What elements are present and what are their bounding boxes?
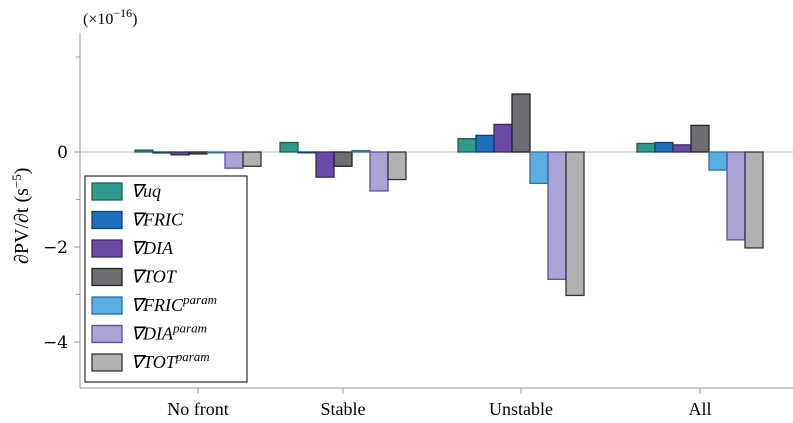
legend-swatch	[91, 239, 123, 258]
legend-label-base: ∇FRIC	[131, 295, 184, 315]
scale-label: (×10−16)	[83, 6, 137, 28]
bar-stable-series-2	[315, 151, 335, 178]
bar-no-front-series-6	[242, 151, 262, 167]
legend-label: ∇uq	[131, 181, 161, 201]
bar-all-series-6	[744, 151, 764, 249]
bar-no-front-series-1	[152, 151, 172, 154]
bar-no-front-series-0	[134, 149, 154, 153]
y-axis-title-close: )	[11, 168, 33, 175]
bar-all-series-2	[672, 144, 692, 153]
legend-label-superscript: param	[172, 321, 207, 336]
legend-swatch	[91, 296, 123, 315]
bar-stable-series-5	[369, 151, 389, 192]
category-label: Stable	[321, 399, 366, 419]
bar-unstable-series-3	[511, 93, 531, 153]
bar-all-series-1	[654, 141, 674, 153]
legend-label-base: ∇uq	[131, 181, 161, 201]
bar-no-front-series-5	[224, 151, 244, 169]
y-tick-label: −2	[43, 238, 68, 258]
y-axis-title-exponent: −5	[9, 174, 24, 188]
legend-label: ∇TOTparam	[131, 349, 210, 372]
bar-stable-series-0	[279, 141, 299, 153]
legend-label-base: ∇TOT	[131, 267, 178, 287]
bar-stable-series-1	[297, 151, 317, 154]
bar-no-front-series-2	[170, 151, 190, 156]
bar-stable-series-4	[351, 149, 371, 153]
y-axis-title: ∂PV/∂t (s−5)	[9, 168, 33, 264]
legend-swatch	[91, 210, 123, 230]
legend-label-superscript: param	[182, 292, 217, 307]
scale-label-close: )	[132, 11, 137, 28]
bar-all-series-0	[636, 142, 656, 153]
y-tick-label: 0	[57, 143, 68, 163]
bar-unstable-series-0	[457, 138, 477, 153]
bar-no-front-series-3	[188, 151, 208, 155]
bars	[134, 93, 764, 297]
category-label: No front	[167, 399, 229, 419]
bar-all-series-3	[690, 124, 710, 153]
bar-stable-series-6	[387, 151, 407, 181]
bar-unstable-series-4	[529, 151, 549, 185]
legend-swatch	[91, 353, 123, 372]
bar-unstable-series-5	[547, 151, 567, 280]
legend-label-base: ∇TOT	[131, 352, 178, 372]
category-label: All	[688, 399, 711, 419]
bar-unstable-series-1	[475, 134, 495, 153]
legend-swatch	[91, 182, 123, 201]
scale-label-base: (×10	[83, 11, 113, 28]
legend-label-base: ∇FRIC	[131, 210, 184, 230]
legend-label: ∇DIA	[131, 238, 174, 258]
category-labels: No front Stable Unstable All	[167, 388, 712, 419]
scale-label-exponent: −16	[113, 6, 132, 20]
bar-stable-series-3	[333, 151, 353, 167]
y-axis-title-main: ∂PV/∂t (s	[11, 188, 33, 264]
bar-all-series-4	[708, 151, 728, 171]
bar-all-series-5	[726, 151, 746, 241]
bar-no-front-series-4	[206, 151, 226, 154]
legend-label: ∇DIAparam	[131, 321, 207, 344]
legend: ∇uq∇FRIC∇DIA∇TOT∇FRICparam∇DIAparam∇TOTp…	[84, 175, 248, 383]
legend-swatch	[91, 267, 123, 287]
legend-label-base: ∇DIA	[131, 238, 174, 258]
legend-swatch	[91, 324, 123, 344]
y-ticks: 0 −2 −4	[43, 56, 80, 353]
bar-unstable-series-2	[493, 123, 513, 153]
category-label: Unstable	[489, 399, 553, 419]
legend-label-base: ∇DIA	[131, 324, 174, 344]
legend-label: ∇TOT	[131, 267, 178, 287]
legend-label: ∇FRICparam	[131, 292, 217, 315]
legend-label-superscript: param	[175, 349, 210, 364]
legend-label: ∇FRIC	[131, 210, 184, 230]
y-tick-label: −4	[43, 333, 68, 353]
bar-unstable-series-6	[565, 151, 585, 297]
